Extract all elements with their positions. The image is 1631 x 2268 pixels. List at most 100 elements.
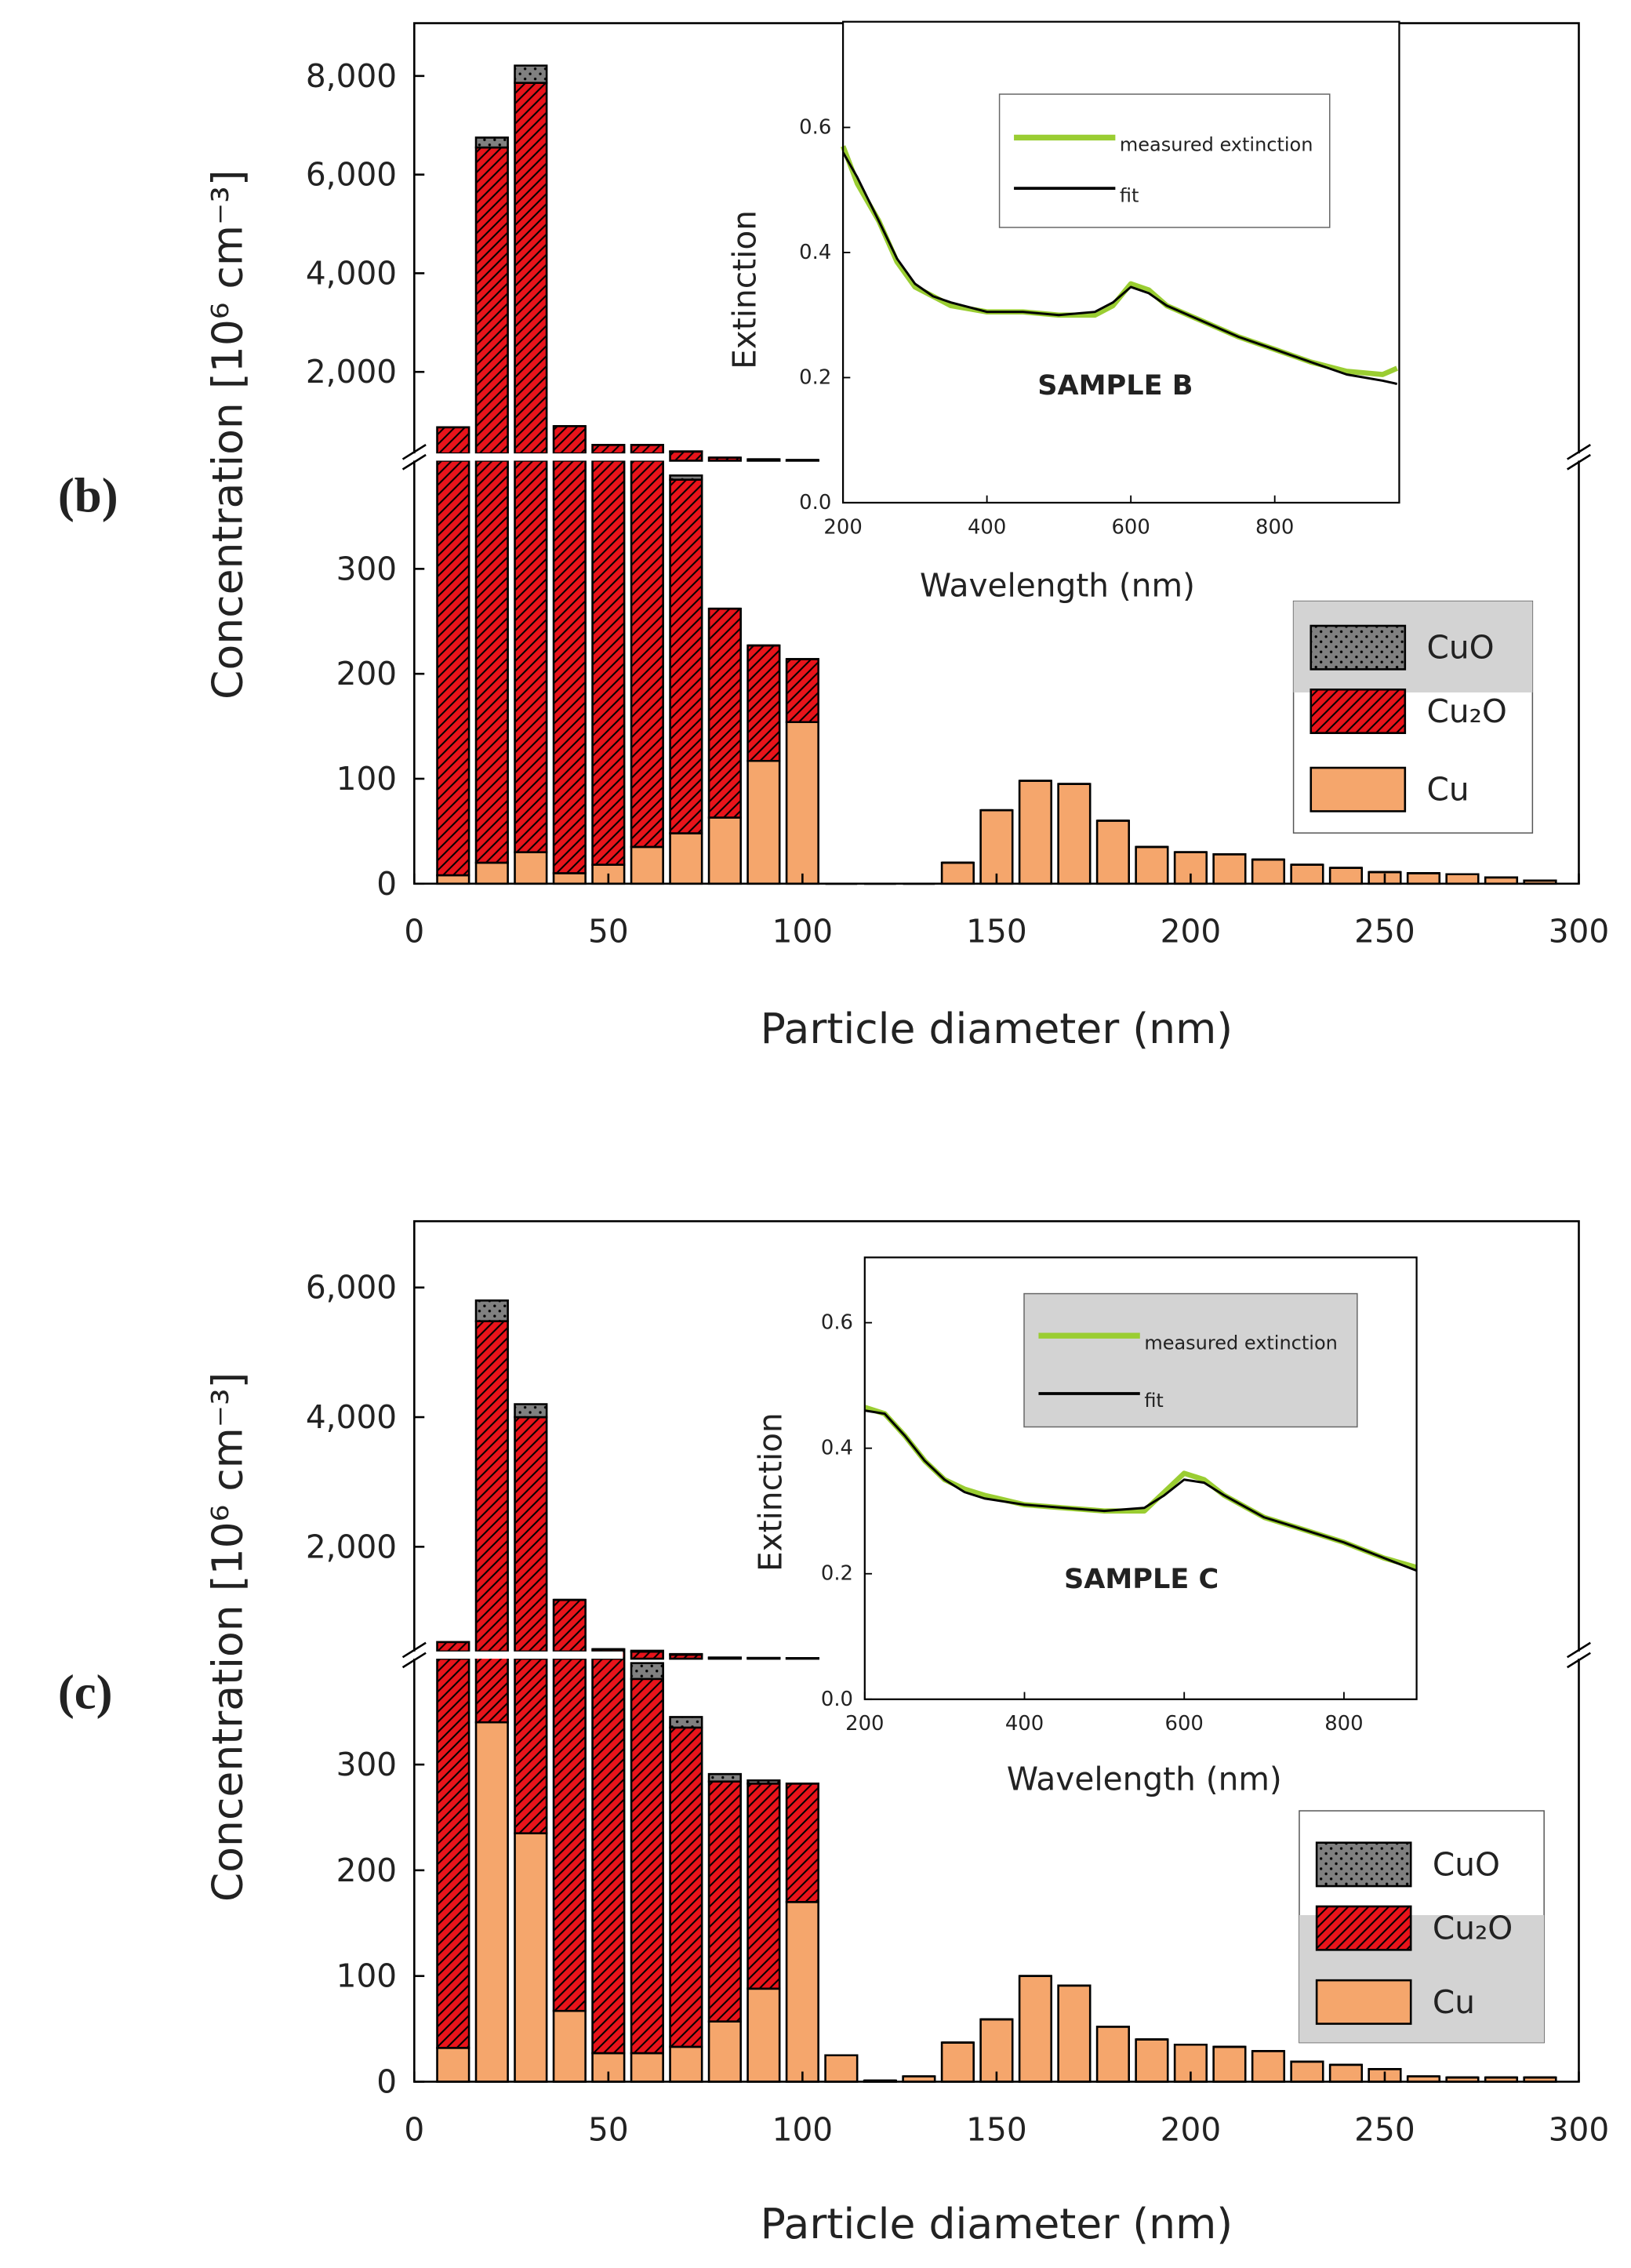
bar-segment — [746, 759, 781, 885]
inset-line-chart: 200 400 600 800 0.0 0.2 0.4 0.6 Wavelength (nm) E… — [752, 1256, 1418, 1797]
bar-segment — [1445, 873, 1480, 885]
x-tick-label: 300 — [1549, 2110, 1610, 2148]
bar-segment — [824, 2054, 859, 2083]
bar-segment — [552, 425, 587, 874]
bar-segment — [746, 1657, 781, 1990]
inset-line-chart: 200 400 600 800 0.0 0.2 0.4 0.6 Wavelength (nm) E… — [725, 20, 1400, 604]
bar-segment — [1328, 2063, 1364, 2083]
x-tick-label: 150 — [966, 2110, 1027, 2148]
bar-segment — [552, 2009, 587, 2083]
bar-segment — [1135, 845, 1169, 885]
bar-segment — [669, 1653, 703, 2048]
y-tick-label: 2,000 — [306, 1528, 397, 1565]
bar-segment — [940, 861, 975, 885]
bar-segment — [436, 426, 470, 877]
y-axis-label: Extinction — [752, 1412, 790, 1572]
bar-segment — [474, 1299, 509, 1323]
x-tick-label: 250 — [1354, 2110, 1415, 2148]
legend-label: Cu — [1433, 1983, 1475, 2021]
x-axis-label: Particle diameter (nm) — [761, 2199, 1233, 2248]
y-tick-label: 300 — [336, 550, 398, 587]
bar-segment — [630, 845, 664, 885]
bar-segment — [1018, 780, 1052, 885]
bar-segment — [785, 1901, 819, 2083]
bar-segment — [746, 1656, 781, 1785]
y-tick-label: 0.0 — [821, 1688, 853, 1711]
bar-segment — [785, 721, 819, 885]
legend-label: fit — [1120, 184, 1139, 206]
bar-segment — [1095, 2026, 1131, 2083]
axis-break-gap — [405, 453, 667, 461]
bar-segment — [707, 1656, 742, 1783]
axis-break-mark — [1567, 1641, 1591, 1659]
panel-label: (b) — [58, 468, 118, 523]
bar-segment — [514, 64, 548, 84]
bar-segment — [786, 1657, 819, 1785]
bar-segment — [436, 874, 470, 885]
bar-segment — [1251, 858, 1286, 885]
axis-break-mark — [401, 1652, 427, 1669]
bar-segment — [785, 1657, 819, 1903]
bar-segment — [1406, 872, 1441, 885]
bar-chart: 0 50 100 150 200 250 300 0 100 200 300 2,000 4,000 6,… — [58, 22, 1609, 1053]
bar-segment — [514, 1832, 548, 2083]
inset-frame — [841, 20, 1400, 504]
axis-break-gap — [405, 1651, 623, 1659]
x-tick-label: 600 — [1111, 515, 1150, 539]
bar-segment — [514, 851, 548, 885]
legend-frame — [998, 93, 1331, 228]
axis-break-gap — [407, 1651, 422, 1659]
bar-segment — [1328, 867, 1364, 885]
legend-label: measured extinction — [1144, 1332, 1338, 1354]
annotation: SAMPLE C — [1064, 1563, 1219, 1595]
x-tick-label: 200 — [823, 515, 862, 539]
y-tick-label: 6,000 — [306, 1269, 397, 1307]
bar-segment — [436, 2047, 470, 2083]
bar-segment — [669, 832, 703, 885]
x-axis-label: Wavelength (nm) — [920, 566, 1195, 604]
bar-segment — [747, 458, 780, 647]
bar-segment — [669, 450, 703, 834]
axis-break-mark — [1567, 453, 1591, 471]
legend-label: fit — [1144, 1390, 1164, 1412]
x-tick-label: 600 — [1165, 1712, 1204, 1736]
legend-swatch — [1310, 688, 1407, 734]
bar-segment — [1057, 783, 1092, 885]
bar-segment — [436, 1641, 470, 2049]
legend-label: CuO — [1433, 1845, 1500, 1883]
bar-segment — [1290, 2060, 1324, 2083]
bar-segment — [940, 2041, 975, 2083]
x-tick-label: 50 — [588, 2110, 629, 2148]
line-series — [864, 1409, 1418, 1572]
axis-break-mark — [401, 453, 427, 471]
y-tick-label: 0.4 — [799, 241, 831, 264]
bar-segment — [746, 1987, 781, 2083]
legend-swatch — [1315, 1905, 1412, 1951]
x-tick-label: 100 — [772, 2110, 834, 2148]
bar-segment — [630, 2052, 664, 2083]
y-tick-label: 200 — [336, 655, 398, 692]
bar-segment — [1018, 1975, 1052, 2083]
y-tick-label: 200 — [336, 1852, 398, 1889]
axis-break-mark — [401, 443, 427, 460]
legend: measured extinction fit — [998, 93, 1331, 228]
x-axis-label: Wavelength (nm) — [1007, 1760, 1282, 1797]
line-series — [841, 151, 1397, 385]
y-axis-label: Extinction — [725, 210, 763, 369]
y-tick-label: 300 — [336, 1746, 398, 1783]
bar-segment — [591, 1648, 626, 2055]
bar-segment — [552, 872, 587, 885]
bar-segment — [474, 146, 509, 864]
x-tick-label: 200 — [1161, 2110, 1222, 2148]
axis-break-mark — [401, 1641, 427, 1659]
bar-segment — [979, 809, 1014, 885]
bar-segment — [474, 1320, 509, 1724]
legend-label: Cu₂O — [1433, 1910, 1513, 1947]
legend: CuO Cu₂O Cu — [1299, 1810, 1545, 2044]
y-tick-label: 0.2 — [799, 365, 831, 389]
axis-break-gap — [407, 453, 422, 461]
bar-segment — [630, 443, 664, 849]
y-tick-label: 6,000 — [306, 156, 397, 194]
y-tick-label: 4,000 — [306, 1398, 397, 1436]
